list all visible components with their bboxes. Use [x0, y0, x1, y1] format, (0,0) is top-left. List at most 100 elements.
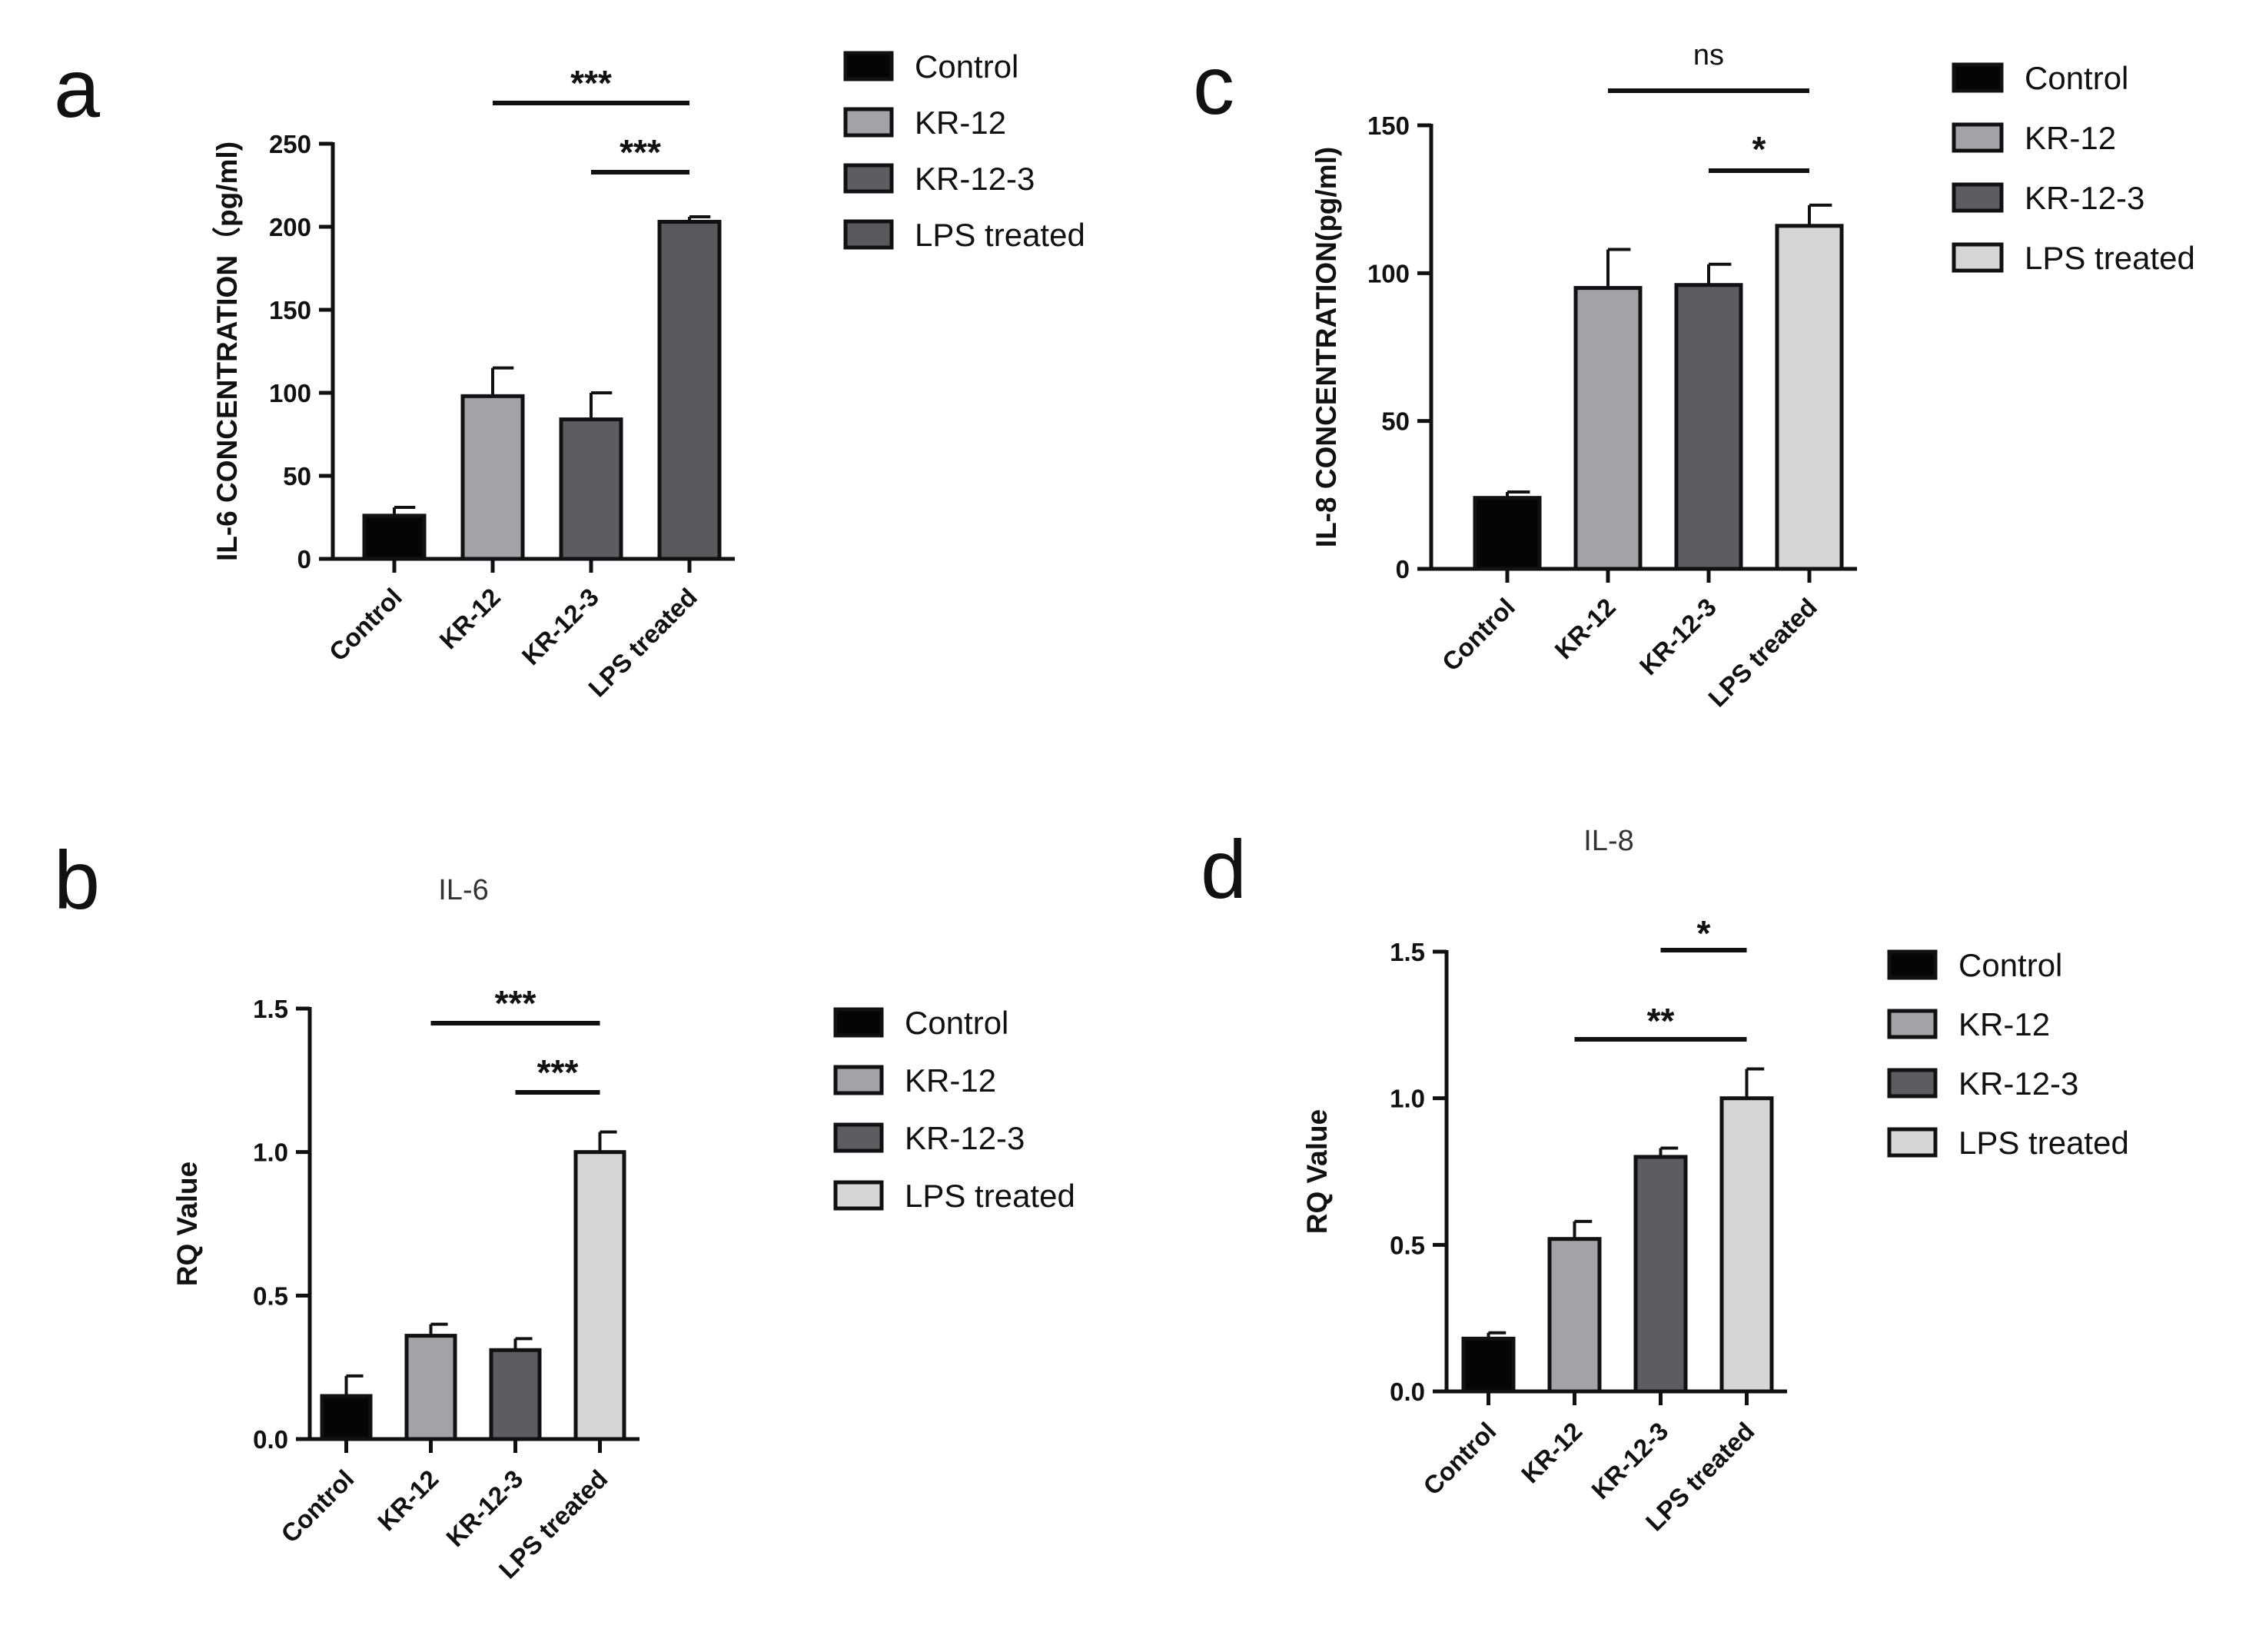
significance-label: *** — [620, 132, 661, 172]
legend-swatch — [845, 53, 892, 79]
significance-label: * — [1752, 129, 1766, 169]
x-category-label: Control — [275, 1464, 359, 1548]
bar-lps-treated — [1722, 1099, 1772, 1391]
significance-label: *** — [570, 63, 612, 103]
y-tick-label: 1.5 — [1390, 938, 1425, 966]
legend-swatch — [1889, 952, 1935, 978]
legend-label: KR-12-3 — [2025, 180, 2144, 216]
x-category-label: KR-12 — [434, 583, 506, 655]
legend-label: Control — [915, 48, 1018, 85]
legend-label: Control — [1958, 947, 2062, 983]
significance-label: *** — [537, 1052, 579, 1092]
legend-label: Control — [2025, 60, 2128, 96]
x-category-label: Control — [324, 583, 407, 666]
legend-swatch — [845, 165, 892, 191]
y-tick-label: 0 — [1396, 555, 1410, 583]
y-tick-label: 200 — [269, 213, 311, 241]
legend-label: LPS treated — [915, 217, 1085, 253]
bar-control — [1463, 1338, 1513, 1391]
legend-swatch — [845, 221, 892, 248]
legend-swatch — [1954, 244, 2002, 271]
bar-control — [364, 516, 424, 559]
chart-panel-a: a 0 50 100 150 200 250 IL-6 CONCENTRATION（pg/ml… — [54, 42, 1085, 703]
y-tick-label: 150 — [269, 296, 311, 324]
chart-figure: a 0 50 100 150 200 250 IL-6 CONCENTRATION（pg/ml… — [0, 0, 2249, 1648]
legend-swatch — [835, 1182, 882, 1208]
bar-lps-treated — [1777, 226, 1842, 569]
y-tick-label: 1.0 — [253, 1138, 288, 1167]
legend-swatch — [1954, 65, 2002, 91]
bar-kr-12-3 — [1676, 285, 1741, 569]
legend-label: KR-12 — [905, 1062, 996, 1099]
bar-lps-treated — [659, 222, 719, 559]
bar-kr-12 — [407, 1336, 455, 1439]
bar-control — [322, 1396, 370, 1439]
y-tick-label: 50 — [283, 462, 311, 490]
bar-kr-12 — [463, 396, 523, 559]
bar-kr-12 — [1576, 288, 1640, 569]
panel-letter-c: c — [1193, 38, 1234, 131]
figure: a 0 50 100 150 200 250 IL-6 CONCENTRATION（pg/ml… — [0, 0, 2249, 1648]
legend-label: Control — [905, 1005, 1008, 1041]
x-category-label: Control — [1417, 1417, 1501, 1501]
legend-label: LPS treated — [1958, 1125, 2129, 1161]
y-axis-title: IL-8 CONCENTRATION(pg/ml) — [1311, 147, 1342, 547]
legend-swatch — [1889, 1129, 1935, 1155]
bar-control — [1475, 498, 1540, 569]
y-tick-label: 150 — [1367, 111, 1410, 140]
legend-swatch — [1954, 184, 2002, 211]
significance-label: *** — [495, 983, 537, 1023]
legend-label: KR-12-3 — [1958, 1065, 2078, 1102]
significance-label: * — [1697, 913, 1711, 953]
bar-kr-12-3 — [491, 1350, 540, 1439]
x-category-label: LPS treated — [1703, 593, 1822, 713]
panel-letter-d: d — [1201, 823, 1247, 916]
y-axis-title: IL-6 CONCENTRATION（pg/ml) — [211, 141, 243, 561]
y-tick-label: 0.5 — [253, 1281, 288, 1310]
significance-label: ns — [1693, 39, 1724, 71]
y-tick-label: 50 — [1381, 407, 1410, 436]
y-tick-label: 100 — [1367, 259, 1410, 288]
y-tick-label: 0.0 — [253, 1425, 288, 1454]
panel-letter-a: a — [54, 42, 101, 135]
y-tick-label: 0 — [297, 545, 311, 573]
y-tick-label: 0.5 — [1390, 1231, 1425, 1259]
bar-kr-12-3 — [561, 420, 621, 559]
legend-swatch — [835, 1125, 882, 1151]
y-tick-label: 1.0 — [1390, 1085, 1425, 1113]
y-tick-label: 1.5 — [253, 995, 288, 1023]
x-category-label: KR-12-3 — [1586, 1417, 1673, 1504]
legend-label: KR-12 — [2025, 120, 2116, 156]
legend-swatch — [1889, 1011, 1935, 1037]
x-category-label: KR-12 — [1549, 593, 1621, 665]
legend-swatch — [835, 1067, 882, 1093]
x-category-label: KR-12-3 — [1634, 593, 1722, 680]
legend-swatch — [845, 109, 892, 135]
legend-swatch — [835, 1009, 882, 1035]
y-tick-label: 100 — [269, 379, 311, 407]
significance-label: ** — [1647, 1001, 1675, 1041]
bar-kr-12 — [1550, 1239, 1600, 1391]
x-category-label: Control — [1437, 593, 1520, 676]
chart-panel-c: c 0 50 100 150 IL-8 CONCENTRATION(pg/ml) Contr… — [1193, 38, 2195, 713]
y-axis-title: RQ Value — [171, 1162, 203, 1286]
legend-label: LPS treated — [905, 1178, 1075, 1214]
panel-title-b: IL-6 — [438, 874, 488, 906]
panel-letter-b: b — [54, 833, 100, 926]
panel-title-d: IL-8 — [1583, 825, 1633, 857]
legend-label: KR-12 — [1958, 1006, 2050, 1042]
bar-lps-treated — [576, 1152, 624, 1439]
legend-swatch — [1889, 1070, 1935, 1096]
y-tick-label: 250 — [269, 130, 311, 158]
y-tick-label: 0.0 — [1390, 1378, 1425, 1406]
x-category-label: KR-12 — [372, 1464, 444, 1537]
y-axis-title: RQ Value — [1301, 1109, 1333, 1234]
legend-label: KR-12 — [915, 105, 1006, 141]
x-category-label: KR-12-3 — [517, 583, 604, 670]
x-category-label: KR-12 — [1516, 1417, 1588, 1489]
legend-label: KR-12-3 — [915, 161, 1035, 197]
bar-kr-12-3 — [1636, 1157, 1686, 1391]
legend-swatch — [1954, 125, 2002, 151]
